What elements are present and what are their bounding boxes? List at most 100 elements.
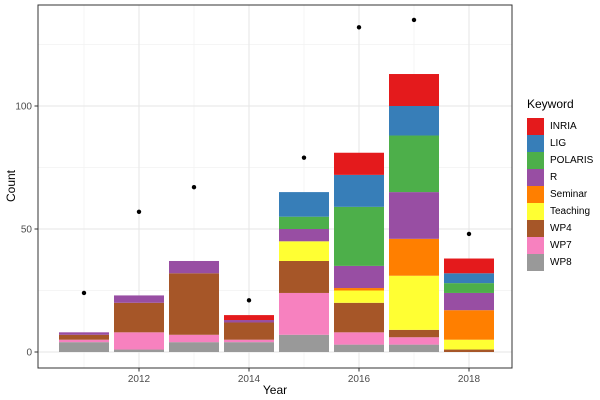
bar-segment-wp8-2015 <box>279 334 329 352</box>
bar-segment-inria-2017 <box>389 74 439 106</box>
bar-segment-wp4-2014 <box>224 322 274 340</box>
legend-swatch-wp8 <box>527 254 544 271</box>
legend-swatch-seminar <box>527 186 544 203</box>
bar-segment-wp8-2013 <box>169 342 219 352</box>
bar-segment-teaching-2018 <box>444 339 494 350</box>
bar-segment-r-2014 <box>224 320 274 323</box>
bar-segment-lig-2015 <box>279 192 329 217</box>
legend-swatch-polaris <box>527 152 544 169</box>
legend-item-wp7: WP7 <box>527 237 593 254</box>
legend-swatch-wp7 <box>527 237 544 254</box>
legend-items: INRIA LIG POLARIS R Seminar Teaching WP4 WP7 WP8 <box>527 118 593 271</box>
bar-segment-polaris-2015 <box>279 216 329 229</box>
bar-segment-wp8-2014 <box>224 342 274 352</box>
bar-segment-lig-2018 <box>444 273 494 284</box>
bar-segment-r-2018 <box>444 292 494 311</box>
bar-segment-polaris-2016 <box>334 206 384 266</box>
bar-segment-wp8-2012 <box>114 349 164 352</box>
bar-segment-wp4-2013 <box>169 273 219 335</box>
y-tick-label: 50 <box>21 225 33 236</box>
legend-item-teaching: Teaching <box>527 203 593 220</box>
bar-segment-inria-2016 <box>334 152 384 175</box>
y-tick-label: 100 <box>15 102 32 113</box>
bar-segment-wp7-2013 <box>169 334 219 343</box>
bar-segment-wp7-2016 <box>334 332 384 345</box>
bar-segment-wp7-2011 <box>59 339 109 343</box>
bar-segment-wp7-2014 <box>224 339 274 343</box>
legend-item-r: R <box>527 169 593 186</box>
x-tick-label: 2012 <box>128 374 151 385</box>
bar-segment-teaching-2016 <box>334 290 384 303</box>
bar-segment-seminar-2017 <box>389 238 439 276</box>
bar-segment-lig-2017 <box>389 106 439 136</box>
bar-segment-r-2015 <box>279 229 329 242</box>
x-tick-label: 2018 <box>458 374 481 385</box>
legend-item-lig: LIG <box>527 135 593 152</box>
data-point-2013 <box>191 184 197 190</box>
bar-segment-lig-2016 <box>334 174 384 207</box>
bar-segment-seminar-2018 <box>444 310 494 340</box>
legend-swatch-wp4 <box>527 220 544 237</box>
legend-swatch-inria <box>527 118 544 135</box>
bar-segment-seminar-2016 <box>334 288 384 291</box>
legend-label: LIG <box>550 138 567 149</box>
legend-label: WP4 <box>550 223 572 234</box>
legend-label: WP8 <box>550 257 572 268</box>
bar-segment-r-2012 <box>114 295 164 303</box>
bar-segment-wp4-2018 <box>444 349 494 352</box>
data-point-2011 <box>81 290 87 296</box>
legend-label: INRIA <box>550 121 577 132</box>
bar-segment-wp4-2017 <box>389 329 439 338</box>
y-axis-title: Count <box>4 169 18 203</box>
bar-segment-wp4-2015 <box>279 260 329 293</box>
x-tick-label: 2014 <box>238 374 261 385</box>
panel-border <box>37 4 513 369</box>
bar-segment-teaching-2017 <box>389 275 439 330</box>
legend-title: Keyword <box>527 97 574 111</box>
bar-segment-wp4-2016 <box>334 302 384 333</box>
bar-segment-teaching-2015 <box>279 241 329 261</box>
legend-label: R <box>550 172 558 183</box>
data-point-2012 <box>136 209 142 214</box>
bar-segment-wp4-2012 <box>114 302 164 333</box>
data-point-2014 <box>246 298 252 303</box>
bar-segment-wp8-2016 <box>334 344 384 352</box>
panel-background <box>38 5 512 368</box>
legend-label: Teaching <box>550 206 591 217</box>
data-point-2018 <box>466 231 472 237</box>
x-axis-title: Year <box>262 383 288 397</box>
data-point-2015 <box>301 155 307 160</box>
bar-segment-wp4-2011 <box>59 334 109 340</box>
legend-item-inria: INRIA <box>527 118 593 135</box>
bar-segment-polaris-2017 <box>389 135 439 193</box>
legend-label: Seminar <box>550 189 588 200</box>
legend-item-wp8: WP8 <box>527 254 593 271</box>
bar-segment-wp8-2017 <box>389 344 439 352</box>
bar-segment-wp7-2015 <box>279 292 329 335</box>
bar-segment-r-2013 <box>169 260 219 274</box>
legend-item-polaris: POLARIS <box>527 152 593 169</box>
bar-segment-inria-2014 <box>224 315 274 321</box>
data-point-2017 <box>411 17 417 23</box>
bar-segment-r-2017 <box>389 192 439 239</box>
legend-item-wp4: WP4 <box>527 220 593 237</box>
data-point-2016 <box>356 25 362 30</box>
bar-segment-wp8-2011 <box>59 342 109 352</box>
x-tick-label: 2016 <box>348 374 371 385</box>
bar-segment-wp7-2017 <box>389 337 439 345</box>
y-tick-label: 0 <box>26 348 32 359</box>
legend: Keyword INRIA LIG POLARIS R Seminar Teaching W… <box>527 97 593 271</box>
bar-segment-r-2016 <box>334 265 384 289</box>
bar-segment-wp7-2012 <box>114 332 164 350</box>
bar-segment-inria-2018 <box>444 258 494 274</box>
bar-segment-r-2011 <box>59 332 109 335</box>
legend-label: POLARIS <box>550 155 594 166</box>
legend-swatch-r <box>527 169 544 186</box>
bar-segment-polaris-2018 <box>444 283 494 293</box>
legend-item-seminar: Seminar <box>527 186 593 203</box>
legend-swatch-teaching <box>527 203 544 220</box>
legend-label: WP7 <box>550 240 572 251</box>
legend-swatch-lig <box>527 135 544 152</box>
